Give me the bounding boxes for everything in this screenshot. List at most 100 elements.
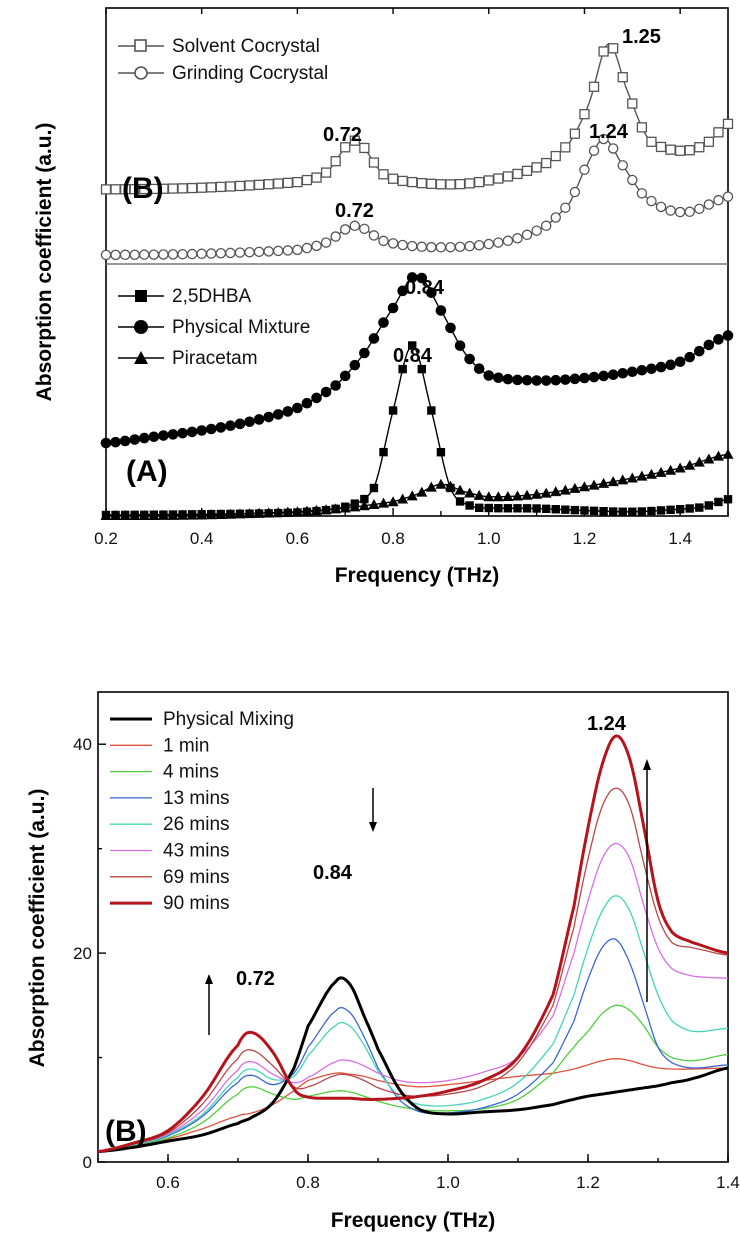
data-point	[110, 184, 121, 195]
data-point	[474, 176, 485, 188]
data-point	[579, 372, 590, 384]
data-point	[713, 334, 724, 345]
data-point	[617, 368, 629, 379]
data-point	[645, 468, 657, 479]
data-point	[647, 506, 656, 516]
data-point	[540, 220, 552, 232]
data-point	[426, 241, 437, 253]
data-point	[368, 333, 380, 344]
data-point	[454, 484, 466, 495]
data-point	[435, 179, 447, 190]
data-point	[359, 142, 370, 154]
data-point	[473, 363, 485, 375]
peak-label-125: 1.25	[622, 26, 661, 48]
data-point	[607, 476, 619, 487]
down-arrow-icon	[369, 788, 377, 832]
legend-item-solvent-cocrystal: Solvent Cocrystal	[118, 36, 320, 57]
data-point	[475, 503, 484, 513]
data-point	[282, 245, 294, 256]
x-tick-label: 1.2	[576, 1173, 600, 1192]
data-point	[234, 247, 246, 258]
data-point	[397, 239, 408, 251]
data-point	[282, 506, 294, 517]
data-point	[608, 507, 618, 516]
bottom-plot-frame	[97, 691, 729, 1163]
data-point	[368, 157, 380, 168]
top-x-ticks: 0.2 0.4 0.6 0.8 1.0 1.2 1.4	[94, 8, 729, 548]
data-point	[637, 507, 647, 516]
data-point	[693, 345, 705, 357]
data-point	[599, 507, 608, 516]
data-point	[234, 508, 246, 519]
data-point	[253, 179, 265, 190]
legend-label: Piracetam	[172, 348, 258, 369]
top-series-group	[100, 42, 734, 520]
data-point	[301, 174, 313, 186]
data-point	[608, 43, 619, 54]
data-point	[177, 183, 188, 194]
bottom-x-ticks: 0.6 0.8 1.0 1.2 1.4	[97, 1154, 740, 1192]
data-point	[579, 109, 590, 120]
data-point	[655, 361, 667, 373]
data-point	[655, 141, 667, 153]
data-point	[646, 363, 657, 375]
series-line-1-min	[97, 1057, 729, 1153]
data-point	[263, 411, 274, 423]
x-tick-label: 1.4	[668, 529, 692, 548]
data-point	[511, 490, 523, 501]
panel-tag-a: (A)	[126, 455, 168, 488]
series-line-piracetam	[106, 453, 729, 517]
data-point	[521, 165, 533, 177]
legend-label: 2,5DHBA	[172, 286, 252, 307]
top-plot-frame	[105, 7, 729, 517]
data-point	[722, 118, 734, 130]
top-x-axis-title: Frequency (THz)	[335, 564, 500, 587]
data-point	[196, 509, 208, 520]
data-point	[253, 414, 265, 425]
data-point	[483, 370, 495, 381]
data-point	[205, 509, 217, 520]
data-point	[598, 133, 609, 145]
legend-label: Physical Mixture	[172, 317, 310, 338]
series-line-43-mins	[97, 842, 729, 1153]
data-point	[484, 503, 493, 513]
top-legend-b: Solvent Cocrystal Grinding Cocrystal	[118, 36, 328, 84]
data-point	[550, 150, 561, 162]
data-point	[521, 374, 533, 386]
data-point	[483, 491, 495, 502]
data-point	[493, 237, 504, 248]
peak-label-124-bottom: 1.24	[587, 713, 627, 735]
data-point	[349, 135, 360, 146]
data-point	[713, 194, 724, 206]
data-point	[521, 489, 533, 500]
data-point	[580, 506, 589, 515]
y-tick-label: 0	[83, 1153, 92, 1172]
data-point	[455, 497, 465, 506]
data-point	[129, 434, 141, 445]
data-point	[320, 504, 332, 515]
data-point	[502, 491, 514, 502]
data-point	[244, 180, 255, 191]
data-point	[445, 179, 456, 190]
peak-label-084-dhba: 0.84	[393, 345, 433, 367]
filled-square-marker-icon	[135, 290, 147, 302]
data-point	[398, 364, 407, 374]
legend-label: Solvent Cocrystal	[172, 36, 320, 57]
data-point	[665, 464, 677, 475]
data-point	[272, 409, 284, 420]
bottom-chart: 0.6 0.8 1.0 1.2 1.4 0 20 40 Physical Mixing 1 m…	[26, 691, 740, 1232]
x-tick-label: 0.4	[190, 529, 214, 548]
data-point	[454, 241, 466, 253]
data-point	[359, 347, 370, 359]
data-point	[360, 494, 369, 504]
series-line-physical-mixing	[97, 976, 729, 1154]
data-point	[550, 486, 562, 497]
data-point	[139, 249, 150, 260]
data-point	[713, 127, 724, 138]
data-point	[626, 472, 638, 483]
data-point	[215, 181, 226, 193]
data-point	[138, 432, 150, 444]
data-point	[722, 330, 734, 341]
data-point	[617, 72, 628, 83]
data-point	[397, 175, 408, 187]
